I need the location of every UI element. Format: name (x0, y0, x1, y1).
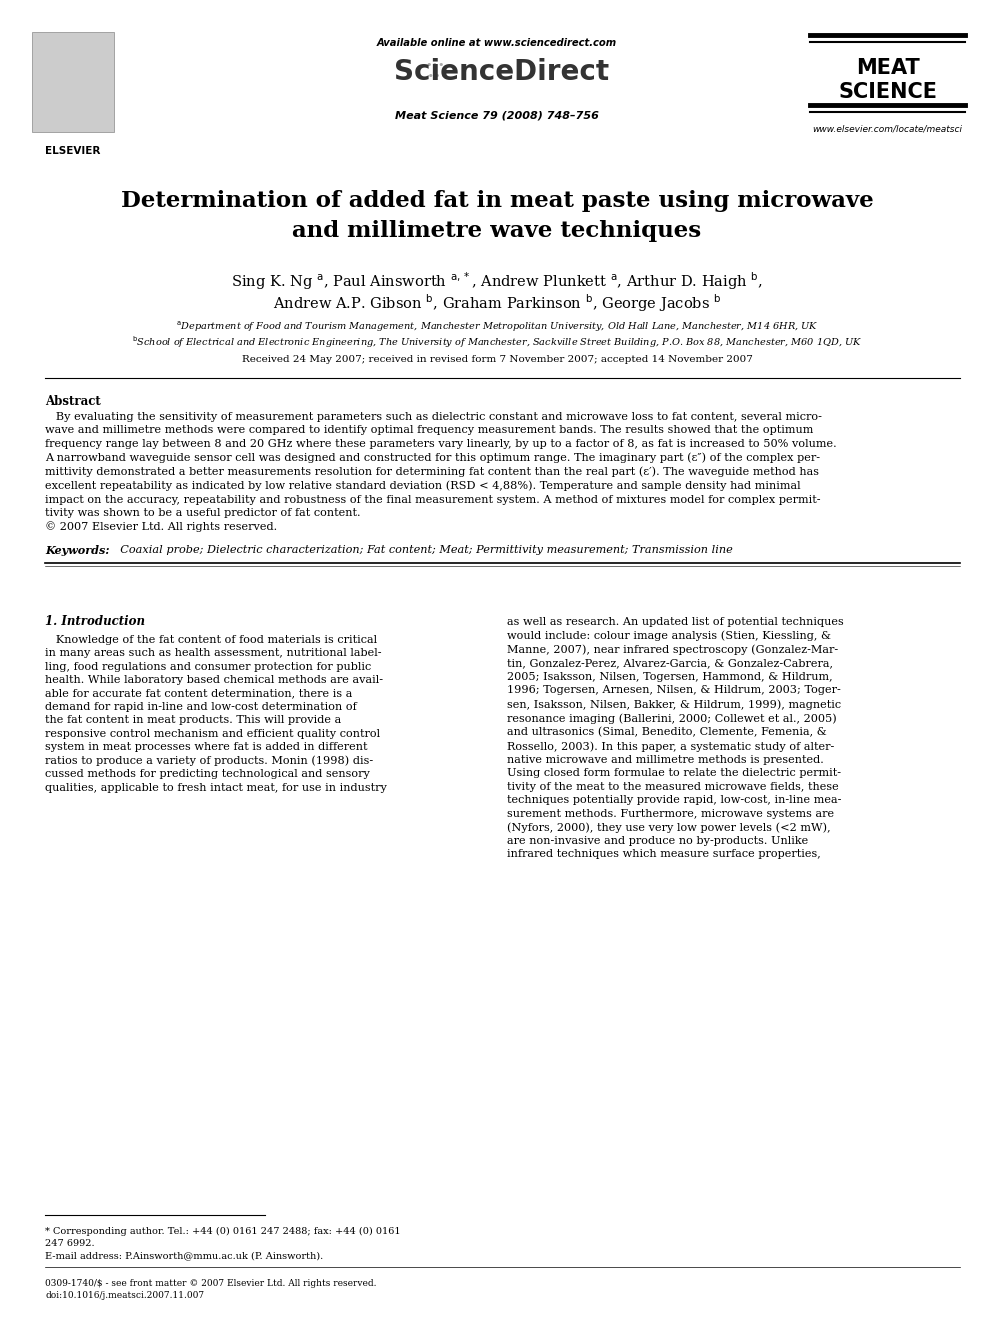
Text: Available online at www.sciencedirect.com: Available online at www.sciencedirect.co… (377, 38, 617, 48)
Text: as well as research. An updated list of potential techniques
would include: colo: as well as research. An updated list of … (507, 617, 844, 860)
Text: Knowledge of the fat content of food materials is critical
in many areas such as: Knowledge of the fat content of food mat… (45, 635, 387, 792)
Text: Coaxial probe; Dielectric characterization; Fat content; Meat; Permittivity meas: Coaxial probe; Dielectric characterizati… (113, 545, 733, 556)
Text: Determination of added fat in meat paste using microwave: Determination of added fat in meat paste… (121, 191, 873, 212)
Text: By evaluating the sensitivity of measurement parameters such as dielectric const: By evaluating the sensitivity of measure… (45, 411, 836, 532)
Text: 1. Introduction: 1. Introduction (45, 615, 145, 628)
Text: doi:10.1016/j.meatsci.2007.11.007: doi:10.1016/j.meatsci.2007.11.007 (45, 1291, 204, 1301)
Text: ELSEVIER: ELSEVIER (46, 146, 100, 156)
Text: Received 24 May 2007; received in revised form 7 November 2007; accepted 14 Nove: Received 24 May 2007; received in revise… (242, 355, 753, 364)
Text: Abstract: Abstract (45, 396, 101, 407)
Text: MEAT: MEAT (856, 58, 920, 78)
Text: * Corresponding author. Tel.: +44 (0) 0161 247 2488; fax: +44 (0) 0161: * Corresponding author. Tel.: +44 (0) 01… (45, 1226, 401, 1236)
Text: Meat Science 79 (2008) 748–756: Meat Science 79 (2008) 748–756 (395, 110, 599, 120)
Text: Keywords:: Keywords: (45, 545, 109, 556)
Text: www.elsevier.com/locate/meatsci: www.elsevier.com/locate/meatsci (812, 124, 962, 134)
Text: and millimetre wave techniques: and millimetre wave techniques (293, 220, 701, 242)
Text: $^{\rm a}$Department of Food and Tourism Management, Manchester Metropolitan Uni: $^{\rm a}$Department of Food and Tourism… (176, 320, 818, 335)
Text: Andrew A.P. Gibson $^{\rm b}$, Graham Parkinson $^{\rm b}$, George Jacobs $^{\rm: Andrew A.P. Gibson $^{\rm b}$, Graham Pa… (273, 292, 721, 314)
Text: Sing K. Ng $^{\rm a}$, Paul Ainsworth $^{\rm a,*}$, Andrew Plunkett $^{\rm a}$, : Sing K. Ng $^{\rm a}$, Paul Ainsworth $^… (231, 270, 763, 291)
Text: 0309-1740/$ - see front matter © 2007 Elsevier Ltd. All rights reserved.: 0309-1740/$ - see front matter © 2007 El… (45, 1279, 377, 1289)
Text: ScienceDirect: ScienceDirect (395, 58, 609, 86)
Text: 247 6992.: 247 6992. (45, 1240, 94, 1248)
Text: E-mail address: P.Ainsworth@mmu.ac.uk (P. Ainsworth).: E-mail address: P.Ainsworth@mmu.ac.uk (P… (45, 1252, 323, 1259)
Text: SCIENCE: SCIENCE (838, 82, 937, 102)
FancyBboxPatch shape (32, 32, 114, 132)
Text: •••
 •••: ••• ••• (424, 60, 446, 81)
Text: $^{\rm b}$School of Electrical and Electronic Engineering, The University of Man: $^{\rm b}$School of Electrical and Elect… (132, 333, 862, 349)
